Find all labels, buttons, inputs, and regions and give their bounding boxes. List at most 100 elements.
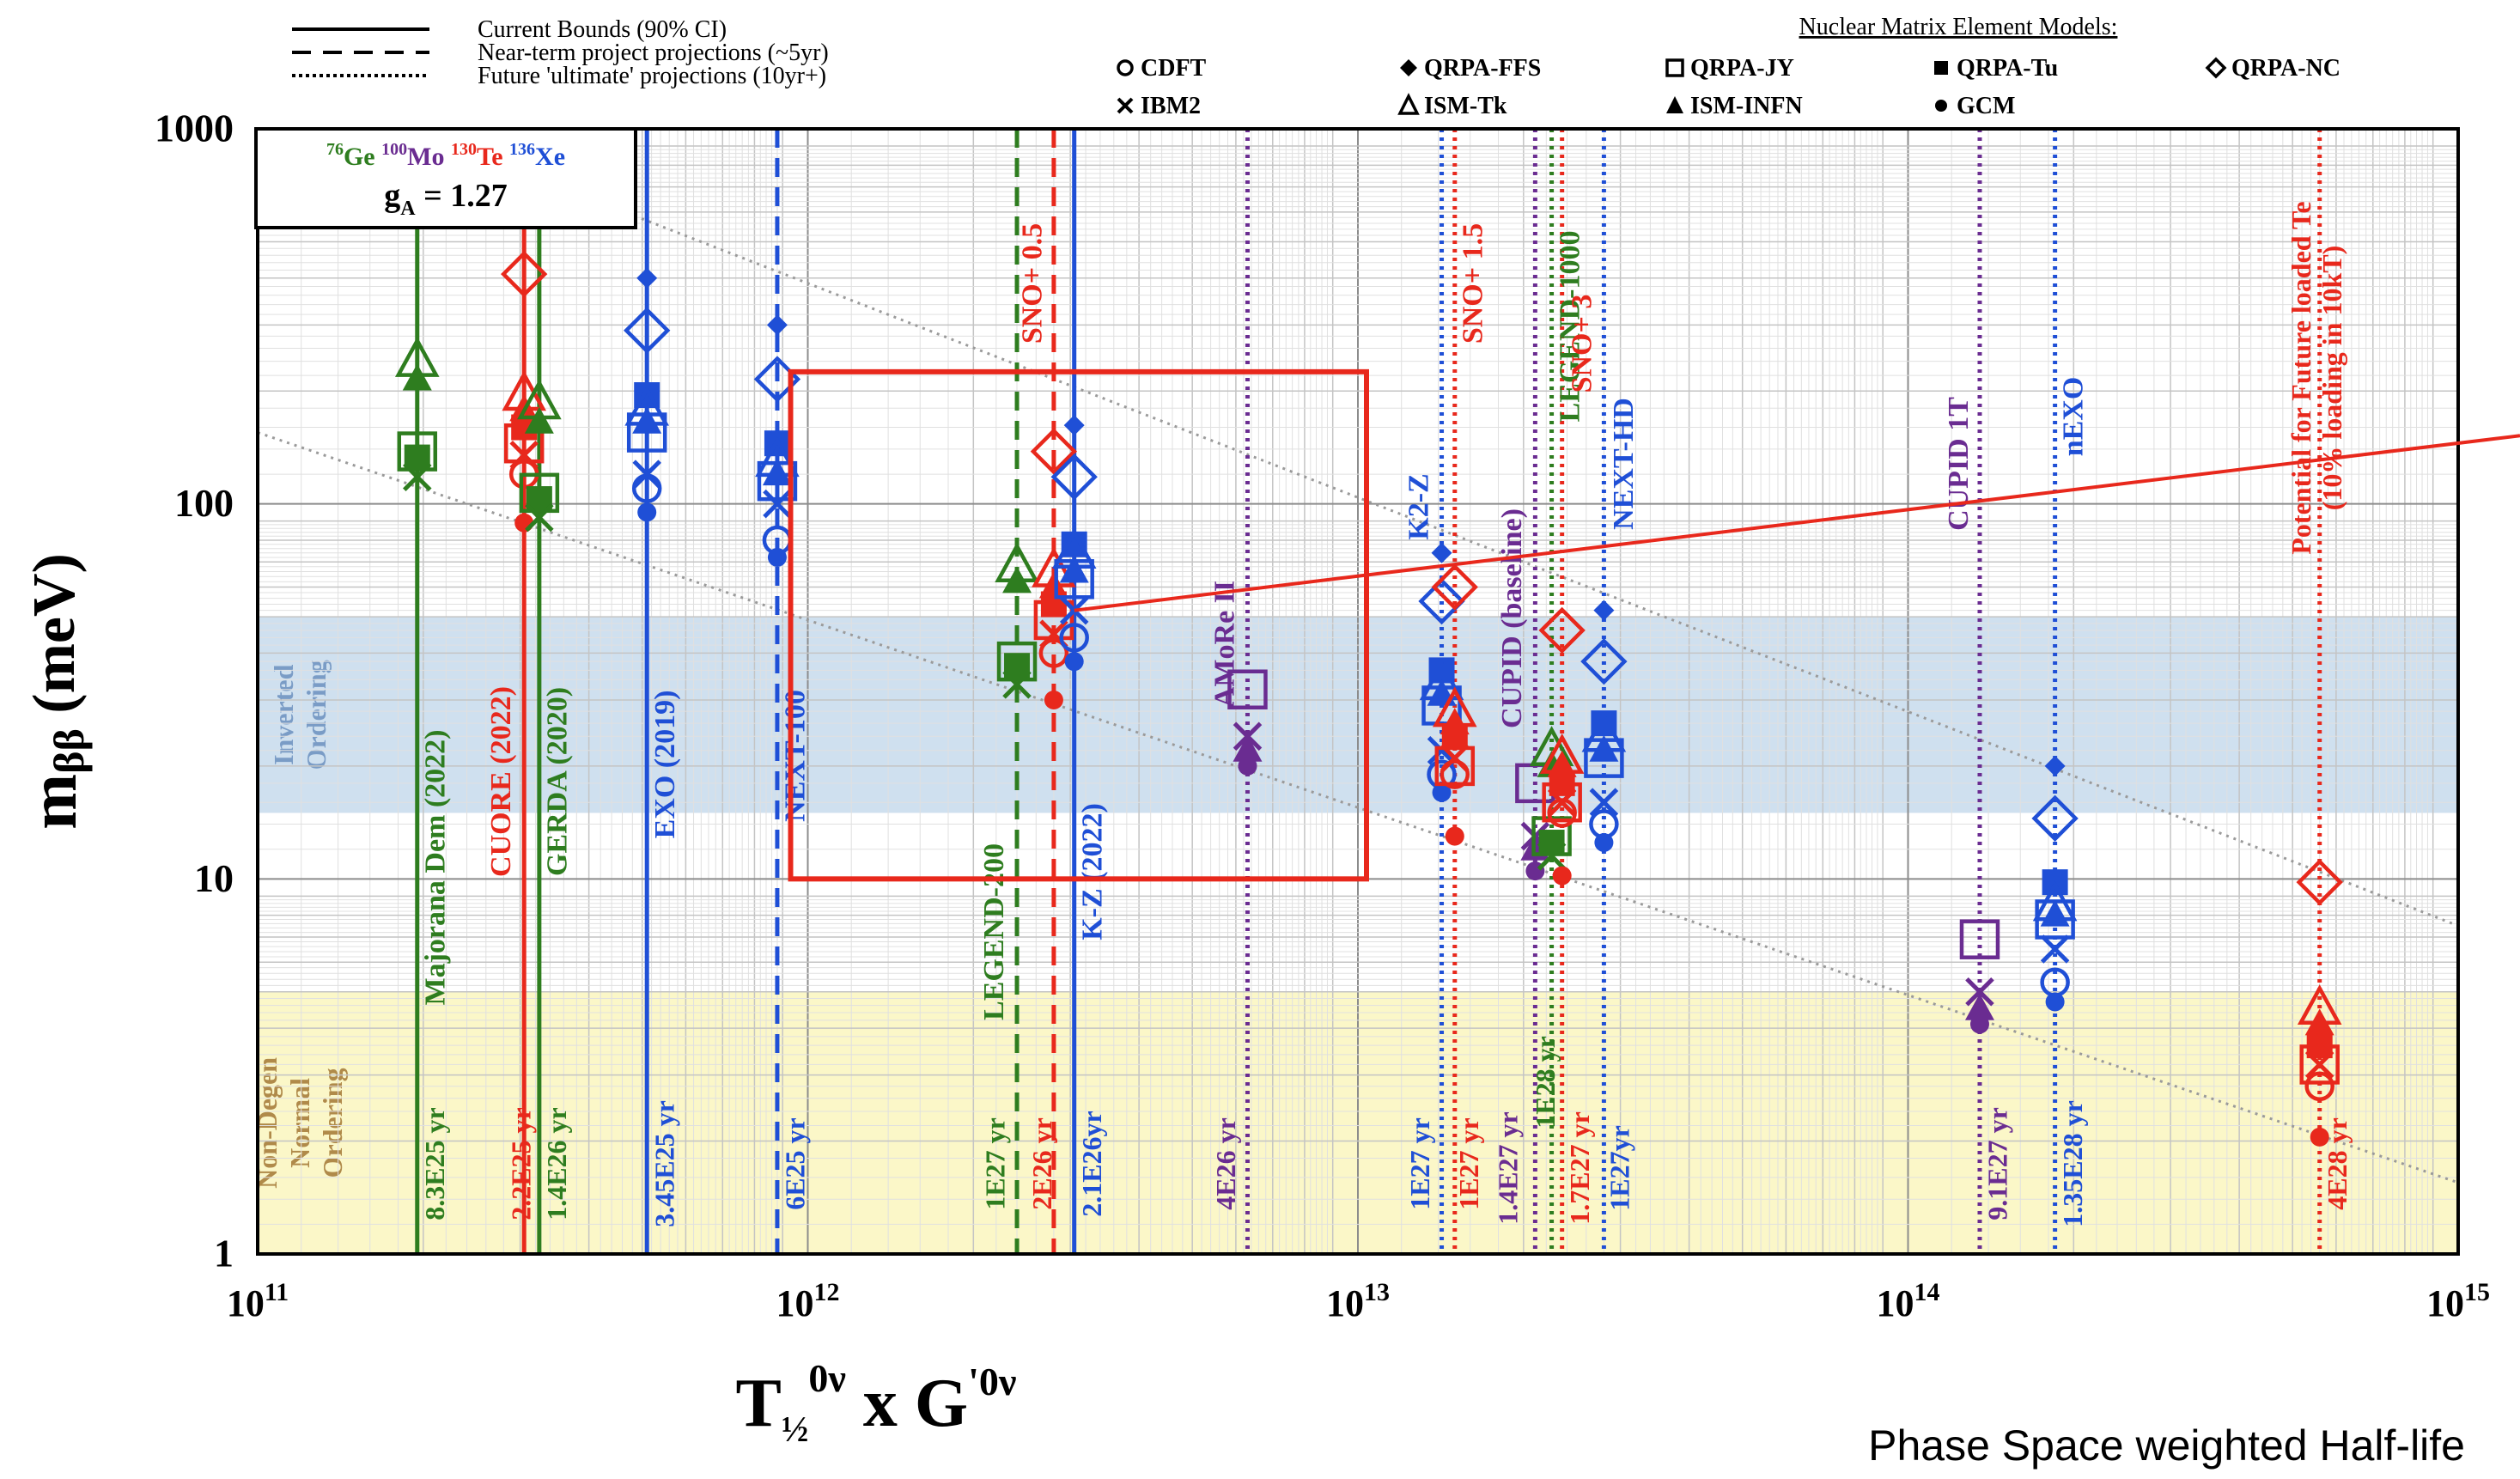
circle-filled-marker [1553,867,1572,886]
experiment-label: CUORE (2022) [485,686,517,877]
nme-legend-marker [2207,59,2225,76]
data-point-diamond-filled [636,268,657,289]
nme-legend-marker [1118,99,1132,113]
triangle-filled-icon [1666,96,1683,113]
diamond-filled-marker [767,314,788,335]
nme-legend-marker [1400,59,1417,76]
square-filled-icon [1934,61,1948,75]
circle-filled-marker [1970,1014,1989,1033]
data-point-diamond-filled [1064,415,1085,435]
experiment-halflife-label: 2.1E26yr [1076,1111,1107,1217]
figure-caption: Phase Space weighted Half-life [1868,1421,2465,1470]
experiment-halflife-label: 2E26 yr [1026,1117,1057,1210]
experiment-label: Potential for Future loaded Te [2286,201,2316,554]
experiment-label: NEXT-100 [780,690,812,822]
circle-open-icon [1118,61,1132,75]
data-point-circle-filled [1594,833,1613,852]
diamond-filled-marker [1064,415,1085,435]
data-point-circle-filled [514,514,533,533]
experiment-label: EXO (2019) [649,691,681,839]
band-label: Normal [284,1078,315,1168]
x-axis-label: T½0ν x G'0ν [736,1356,1017,1450]
nme-legend-marker [1934,61,1948,75]
nme-legend-label: QRPA-Tu [1957,55,2058,82]
experiment-label: K-Z (2022) [1076,803,1108,940]
data-point-circle-filled [1970,1014,1989,1033]
triangle-open-icon [1400,96,1417,113]
nme-legend-label: QRPA-NC [2231,55,2340,82]
data-point-circle-filled [637,502,656,521]
legend-line-label: Future 'ultimate' projections (10yr+) [478,63,826,89]
square-open-icon [1667,60,1683,76]
data-point-circle-filled [1238,757,1257,776]
nme-legend-marker [1118,61,1132,75]
data-point-square-filled [1539,830,1565,855]
diamond-filled-icon [1400,59,1417,76]
y-tick-label: 10 [194,856,234,900]
experiment-halflife-label: 2.2E25 yr [506,1107,537,1220]
square-filled-marker [1539,830,1565,855]
experiment-halflife-label: 1.4E26 yr [541,1107,572,1220]
y-tick-label: 1 [214,1232,234,1275]
experiment-label: SNO+ 1.5 [1458,223,1489,344]
experiment-halflife-label: 1.35E28 yr [2057,1100,2088,1227]
experiment-label: Majorana Dem (2022) [420,729,452,1005]
nme-legend-title: Nuclear Matrix Element Models: [1799,14,2118,40]
experiment-label: GERDA (2020) [542,687,574,876]
circle-filled-icon [1935,100,1947,112]
circle-filled-marker [1446,827,1464,846]
experiment-halflife-label: 9.1E27 yr [1981,1107,2012,1220]
experiment-halflife-label: 1.7E27 yr [1564,1111,1595,1225]
diamond-filled-marker [1432,543,1452,563]
diamond-filled-marker [636,268,657,289]
experiment-halflife-label: 8.3E25 yr [419,1107,450,1220]
nme-legend-marker [1666,96,1683,113]
data-point-circle-filled [1553,867,1572,886]
circle-filled-marker [1065,652,1084,671]
circle-filled-marker [2046,993,2065,1012]
y-tick-label: 100 [174,481,234,525]
data-point-diamond-filled [767,314,788,335]
circle-filled-marker [514,514,533,533]
circle-filled-marker [1044,691,1063,709]
y-axis-label: mββ (meV) [15,553,94,830]
nme-legend-marker [1400,96,1417,113]
x-tick-label: 1011 [227,1278,289,1324]
circle-filled-marker [1594,833,1613,852]
experiment-label: CUPID 1T [1943,397,1975,531]
nme-legend-label: QRPA-FFS [1424,55,1541,82]
experiment-label: (10% loading in 10kT) [2316,246,2347,511]
nme-legend-marker [1667,60,1683,76]
nme-legend-label: IBM2 [1141,93,1201,119]
circle-filled-marker [637,502,656,521]
circle-filled-marker [1238,757,1257,776]
nme-legend-label: ISM-Tk [1424,93,1507,119]
band-label: Ordering [301,660,332,770]
experiment-halflife-label: 4E28 yr [2322,1117,2353,1210]
experiment-halflife-label: 1E28 yr [1530,1036,1561,1129]
nme-legend-label: CDFT [1141,55,1207,82]
experiment-halflife-label: 1E27 yr [979,1117,1010,1210]
y-tick-label: 1000 [155,107,234,150]
x-tick-label: 1014 [1877,1278,1940,1324]
experiment-label: nEXO [2057,377,2089,457]
experiment-label: NEXT-HD [1608,398,1640,530]
x-tick-label: 1012 [776,1278,840,1324]
nme-legend-label: GCM [1957,93,2015,119]
experiment-label: LEGEND-200 [978,843,1010,1020]
experiment-label: SNO+ 3 [1566,295,1598,393]
data-point-circle-filled [768,548,787,567]
data-point-x [2042,936,2068,962]
experiment-label: SNO+ 0.5 [1017,223,1049,344]
nme-legend-label: QRPA-JY [1690,55,1794,82]
experiment-halflife-label: 4E26 yr [1210,1117,1241,1210]
experiment-label: AMoRe II [1208,581,1240,708]
experiment-halflife-label: 1E27 yr [1404,1117,1435,1210]
experiment-halflife-label: 1E27yr [1604,1125,1635,1211]
nme-legend-label: ISM-INFN [1690,93,1803,119]
experiment-label: CUPID (baseline) [1496,508,1528,728]
data-point-triangle-filled [403,364,432,391]
experiment-halflife-label: 1E27 yr [1453,1117,1484,1210]
